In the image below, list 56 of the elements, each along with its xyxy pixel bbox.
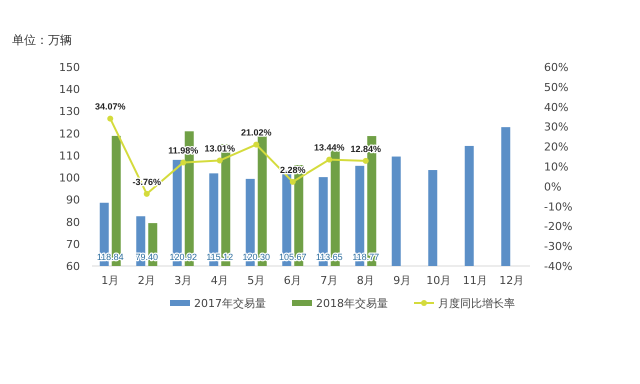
x-tick-label: 9月 [393, 274, 412, 287]
point [216, 158, 223, 164]
point [180, 160, 186, 166]
x-tick-label: 12月 [499, 274, 524, 287]
point [144, 190, 150, 197]
data-label: 118.84 [96, 252, 124, 262]
x-tick-label: 10月 [426, 274, 452, 287]
data-label: 34.07% [94, 102, 126, 112]
y2-tick-label: -40% [544, 260, 572, 273]
y-tick-label: 80 [66, 216, 80, 229]
data-label: 120.92 [169, 252, 198, 262]
y2-tick-label: -20% [544, 220, 572, 234]
point [253, 142, 260, 148]
y-tick-label: 150 [59, 61, 80, 74]
legend-label: 2017年交易量 [194, 297, 266, 310]
data-label: 113.65 [316, 252, 343, 262]
y-tick-label: 120 [59, 127, 80, 140]
y-tick-label: 130 [59, 105, 80, 118]
y2-tick-label: -30% [544, 240, 572, 254]
x-tick-label: 3月 [174, 274, 192, 287]
y-tick-label: 110 [59, 149, 80, 162]
data-label: 118.77 [352, 252, 380, 262]
x-tick-label: 5月 [247, 274, 266, 287]
y-tick-label: 140 [59, 83, 80, 96]
point [290, 178, 296, 185]
x-tick-label: 2月 [138, 274, 156, 287]
data-label: 13.44% [314, 142, 345, 153]
x-tick-label: 6月 [284, 274, 302, 287]
y-tick-label: 90 [66, 194, 80, 207]
data-label: 21.02% [240, 128, 272, 138]
x-tick-label: 7月 [320, 274, 338, 287]
y-tick-label: 60 [66, 260, 80, 273]
legend-label: 月度同比增长率 [438, 297, 515, 310]
data-label: 115.12 [206, 252, 234, 262]
data-label: 120.30 [242, 252, 270, 262]
x-tick-label: 1月 [101, 274, 120, 287]
y2-tick-label: 0% [544, 180, 562, 194]
x-tick-label: 4月 [210, 274, 229, 287]
x-tick-label: 11月 [462, 274, 488, 287]
point [107, 116, 114, 122]
y2-tick-label: 30% [544, 120, 568, 134]
y-axis-title: 单位：万辆 [12, 33, 72, 47]
y-tick-label: 100 [59, 172, 80, 185]
data-label: 105.67 [278, 252, 307, 262]
y2-tick-label: -10% [544, 200, 572, 214]
y2-tick-label: 60% [544, 61, 568, 74]
y2-tick-label: 10% [544, 160, 568, 174]
y-tick-label: 70 [66, 238, 80, 251]
x-tick-label: 8月 [356, 274, 375, 287]
point [326, 156, 332, 163]
y2-tick-label: 50% [544, 80, 568, 94]
y2-tick-label: 20% [544, 140, 568, 154]
data-label: 79.40 [135, 252, 158, 262]
legend-label: 2018年交易量 [316, 297, 388, 310]
y2-tick-label: 40% [544, 100, 568, 114]
point [362, 158, 369, 164]
